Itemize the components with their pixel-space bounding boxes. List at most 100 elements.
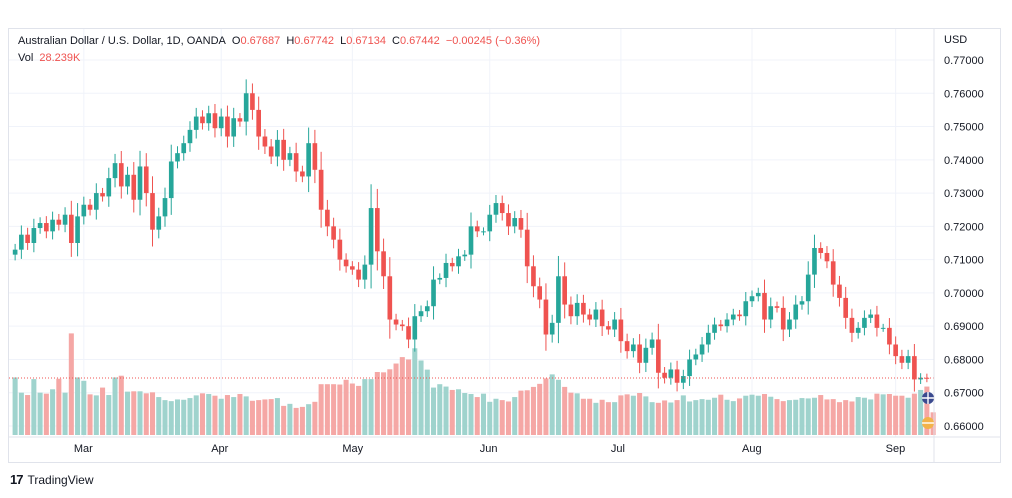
candle-body	[281, 139, 286, 160]
price-tick-label: 0.76000	[944, 88, 984, 100]
candle-body	[474, 226, 480, 232]
candle-body	[512, 218, 518, 227]
price-tick-label: 0.71000	[944, 255, 984, 267]
price-tick-label: 0.75000	[944, 122, 984, 134]
candle-body	[718, 324, 724, 327]
volume-bar	[893, 395, 899, 435]
candle-body	[106, 178, 112, 197]
volume-bar	[143, 393, 149, 435]
volume-bar	[718, 394, 724, 435]
volume-bar	[406, 359, 412, 435]
volume-bar	[274, 398, 280, 435]
candle-body	[524, 229, 530, 267]
volume-legend: Vol 28.239K	[18, 52, 83, 64]
candle-body	[481, 231, 486, 233]
candle-body	[787, 319, 792, 330]
month-tick-label: May	[342, 443, 363, 455]
low-label: L	[340, 35, 347, 47]
price-tick-label: 0.68000	[944, 354, 984, 366]
volume-label[interactable]: Vol	[18, 52, 34, 64]
candle-body	[493, 203, 499, 215]
volume-bar	[786, 400, 793, 435]
candle-body	[506, 213, 511, 227]
price-axis[interactable]: 0.66000 0.67000 0.68000 0.69000 0.70000 0.710…	[944, 55, 984, 433]
candle-body	[543, 299, 549, 335]
volume-bar	[443, 386, 449, 435]
volume-bar	[424, 369, 430, 435]
candle-body	[537, 286, 543, 300]
candle-body	[312, 143, 318, 170]
candle-body	[593, 309, 599, 320]
candle-body	[631, 344, 636, 352]
volume-bar	[131, 391, 137, 435]
volume-bar	[774, 399, 780, 435]
candle-body	[730, 314, 736, 320]
candle-body	[687, 359, 692, 377]
volume-bar	[630, 395, 636, 435]
candle-body	[893, 344, 898, 357]
candle-body	[381, 251, 386, 277]
candle-body	[275, 139, 280, 157]
open-label: O	[231, 35, 241, 47]
volume-bar	[37, 392, 43, 435]
candle-body	[799, 301, 805, 305]
candle-body	[200, 116, 205, 124]
candle-body	[905, 356, 911, 363]
candle-body	[268, 146, 274, 157]
volume-bar	[555, 379, 561, 435]
candle-body	[837, 284, 842, 298]
tradingview-branding[interactable]: 17 TradingView	[10, 472, 94, 487]
candle-body	[12, 249, 18, 255]
volume-bar	[662, 400, 668, 435]
candle-body	[250, 93, 255, 110]
month-tick-label: Jul	[611, 443, 625, 455]
volume-value: 28.239K	[39, 52, 81, 64]
volume-bar	[431, 387, 437, 435]
brand-name: TradingView	[27, 472, 94, 487]
low-value: 0.67134	[346, 35, 386, 47]
candle-body	[81, 204, 87, 217]
ohlc-legend: Australian Dollar / U.S. Dollar, 1D, OAN…	[18, 35, 543, 47]
volume-bar	[193, 395, 199, 435]
volume-bar	[212, 395, 218, 435]
volume-bar	[605, 402, 611, 435]
price-tick-label: 0.66000	[944, 421, 984, 433]
candle-body	[562, 276, 567, 305]
volume-bar	[43, 393, 49, 435]
candle-body	[768, 306, 774, 320]
volume-bar	[574, 393, 580, 435]
volume-bar	[749, 394, 755, 435]
volume-bar	[880, 394, 886, 435]
candle-body	[674, 369, 680, 383]
grid-lines	[9, 29, 934, 437]
volume-bar	[149, 392, 156, 435]
candle-body	[874, 314, 880, 328]
volume-bar	[393, 363, 399, 435]
candle-body	[612, 319, 617, 330]
tradingview-logo-icon: 17	[10, 472, 24, 487]
candle-body	[656, 339, 661, 373]
volume-bar	[81, 380, 87, 435]
symbol-title[interactable]: Australian Dollar / U.S. Dollar, 1D, OAN…	[18, 35, 226, 47]
candle-body	[256, 109, 261, 137]
price-tick-label: 0.73000	[944, 188, 984, 200]
volume-bar	[399, 357, 405, 435]
volume-bar	[868, 399, 874, 435]
flag-icon[interactable]	[922, 392, 934, 429]
candle-body	[449, 262, 455, 267]
volume-bar	[387, 369, 393, 435]
candle-body	[699, 344, 705, 355]
candle-body	[75, 216, 80, 243]
candle-body	[606, 326, 611, 330]
price-tick-label: 0.69000	[944, 321, 984, 333]
volume-bar	[18, 392, 24, 435]
candle-body	[143, 166, 149, 194]
volume-bar	[599, 399, 605, 435]
candle-body	[568, 304, 574, 317]
volume-bar	[780, 401, 786, 435]
time-axis[interactable]: Mar Apr May Jun Jul Aug Sep	[74, 443, 905, 455]
volume-bar	[12, 377, 18, 435]
volume-bar	[62, 392, 68, 435]
candle-body	[231, 118, 237, 137]
